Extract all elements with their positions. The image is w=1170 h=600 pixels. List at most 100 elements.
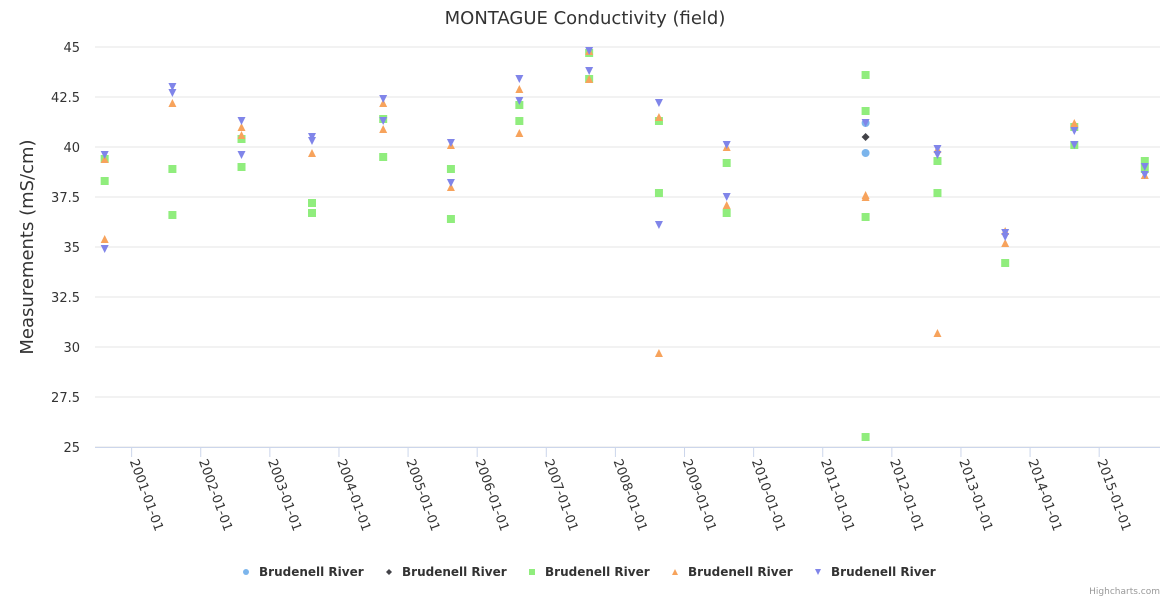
y-tick-label: 30 xyxy=(63,341,80,356)
legend-label: Brudenell River xyxy=(688,565,793,579)
data-point[interactable] xyxy=(100,151,109,159)
data-point[interactable] xyxy=(933,157,942,165)
data-point[interactable] xyxy=(1070,127,1079,135)
data-point[interactable] xyxy=(379,125,388,133)
data-point[interactable] xyxy=(933,151,942,159)
data-point[interactable] xyxy=(1140,171,1149,179)
data-point[interactable] xyxy=(861,213,870,221)
data-point[interactable] xyxy=(861,133,870,141)
chart-title: MONTAGUE Conductivity (field) xyxy=(445,8,726,29)
data-point[interactable] xyxy=(1001,233,1010,241)
credits-link[interactable]: Highcharts.com xyxy=(1089,587,1160,597)
data-point[interactable] xyxy=(722,209,731,217)
data-point[interactable] xyxy=(654,189,663,197)
data-point[interactable] xyxy=(722,201,731,209)
data-point[interactable] xyxy=(861,193,870,201)
legend-label: Brudenell River xyxy=(402,565,507,579)
series-1 xyxy=(861,133,870,141)
data-point[interactable] xyxy=(515,97,524,105)
data-point[interactable] xyxy=(308,209,317,217)
data-point[interactable] xyxy=(654,349,663,357)
data-point[interactable] xyxy=(168,89,177,97)
data-point[interactable] xyxy=(168,83,177,91)
data-point[interactable] xyxy=(379,95,388,103)
data-point[interactable] xyxy=(933,329,942,337)
y-axis-label: Measurements (mS/cm) xyxy=(17,139,38,354)
data-point[interactable] xyxy=(861,107,870,115)
data-point[interactable] xyxy=(237,163,246,171)
data-point[interactable] xyxy=(722,159,731,167)
y-tick-label: 40 xyxy=(63,141,80,156)
legend-item-0[interactable]: Brudenell River xyxy=(243,565,364,579)
legend-label: Brudenell River xyxy=(831,565,936,579)
series-4 xyxy=(100,47,1149,253)
data-point[interactable] xyxy=(1140,157,1149,165)
data-point[interactable] xyxy=(379,153,388,161)
legend-label: Brudenell River xyxy=(259,565,364,579)
y-axis-ticks: 25 27.5 30 32.5 35 37.5 40 42.5 45 xyxy=(51,41,80,456)
y-tick-label: 45 xyxy=(63,41,80,56)
data-point[interactable] xyxy=(515,75,524,83)
data-point[interactable] xyxy=(1070,141,1079,149)
data-point[interactable] xyxy=(515,85,524,93)
y-tick-label: 25 xyxy=(63,441,80,456)
legend-symbol[interactable] xyxy=(529,569,535,575)
data-point[interactable] xyxy=(100,245,109,253)
data-point[interactable] xyxy=(515,129,524,137)
data-point[interactable] xyxy=(308,149,317,157)
data-point[interactable] xyxy=(308,199,317,207)
data-point[interactable] xyxy=(861,149,870,157)
legend: Brudenell River Brudenell River Brudenell … xyxy=(243,565,936,579)
data-point[interactable] xyxy=(722,141,731,149)
y-tick-label: 37.5 xyxy=(51,191,80,206)
data-point[interactable] xyxy=(861,71,870,79)
data-point[interactable] xyxy=(585,47,594,55)
legend-symbol[interactable] xyxy=(672,569,678,575)
data-point[interactable] xyxy=(446,139,455,147)
data-point[interactable] xyxy=(446,179,455,187)
data-point[interactable] xyxy=(1001,239,1010,247)
data-point[interactable] xyxy=(654,113,663,121)
data-point[interactable] xyxy=(168,165,177,173)
data-point[interactable] xyxy=(237,117,246,125)
data-point[interactable] xyxy=(100,177,109,185)
data-point[interactable] xyxy=(379,117,388,125)
y-tick-label: 32.5 xyxy=(51,291,80,306)
legend-item-3[interactable]: Brudenell River xyxy=(672,565,793,579)
data-point[interactable] xyxy=(515,117,524,125)
data-point[interactable] xyxy=(722,193,731,201)
data-point[interactable] xyxy=(446,165,455,173)
data-point[interactable] xyxy=(861,433,870,441)
data-point[interactable] xyxy=(1140,163,1149,171)
legend-symbol[interactable] xyxy=(243,569,249,575)
data-point[interactable] xyxy=(861,119,870,127)
data-point[interactable] xyxy=(585,67,594,75)
legend-label: Brudenell River xyxy=(545,565,650,579)
data-point[interactable] xyxy=(168,99,177,107)
data-point[interactable] xyxy=(237,131,246,139)
legend-item-4[interactable]: Brudenell River xyxy=(815,565,936,579)
data-point[interactable] xyxy=(100,235,109,243)
legend-symbol[interactable] xyxy=(815,569,821,575)
legend-symbol[interactable] xyxy=(386,569,392,575)
data-point[interactable] xyxy=(1001,259,1010,267)
legend-item-1[interactable]: Brudenell River xyxy=(386,565,507,579)
data-point[interactable] xyxy=(237,123,246,131)
data-point[interactable] xyxy=(1070,119,1079,127)
data-point[interactable] xyxy=(237,151,246,159)
data-point[interactable] xyxy=(168,211,177,219)
data-points xyxy=(100,47,1149,441)
data-point[interactable] xyxy=(933,145,942,153)
data-point[interactable] xyxy=(654,221,663,229)
data-point[interactable] xyxy=(585,75,594,83)
y-tick-label: 35 xyxy=(63,241,80,256)
y-tick-label: 42.5 xyxy=(51,91,80,106)
y-tick-label: 27.5 xyxy=(51,391,80,406)
data-point[interactable] xyxy=(933,189,942,197)
data-point[interactable] xyxy=(308,137,317,145)
data-point[interactable] xyxy=(654,99,663,107)
legend-item-2[interactable]: Brudenell River xyxy=(529,565,650,579)
data-point[interactable] xyxy=(446,215,455,223)
